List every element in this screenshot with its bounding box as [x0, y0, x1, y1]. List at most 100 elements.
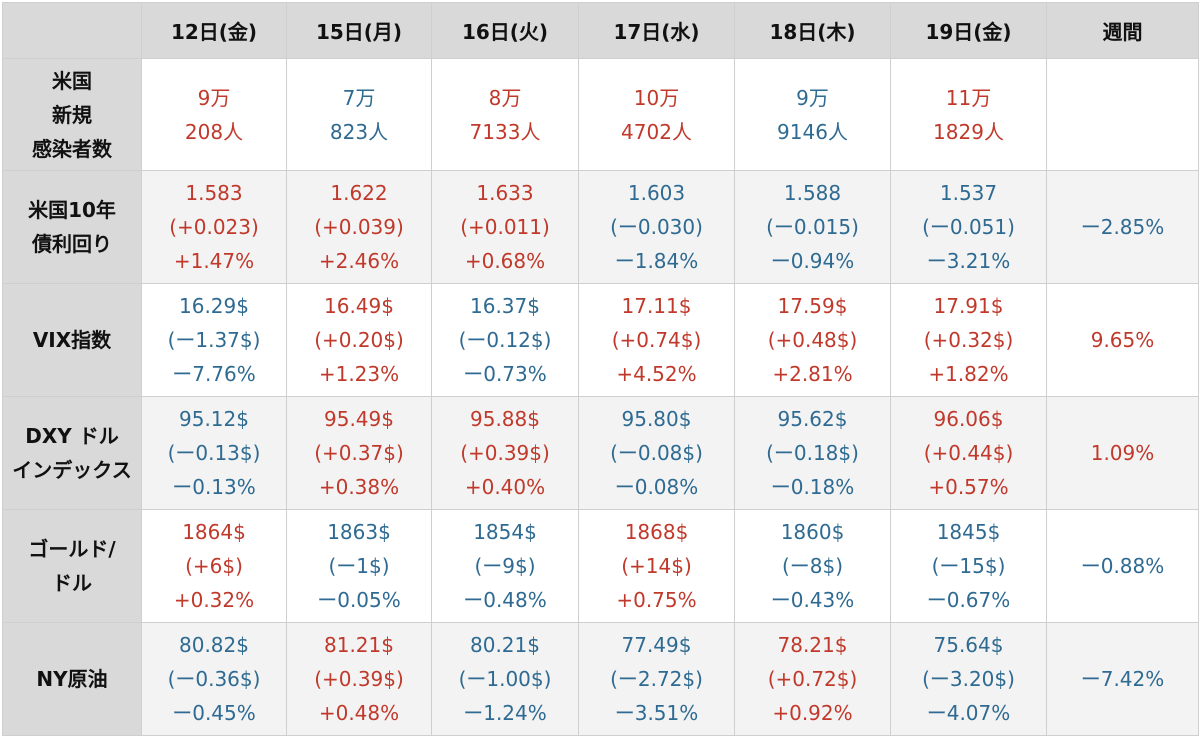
value-cell: 95.12$ (ー0.13$) ー0.13% [141, 396, 287, 510]
value-line: (ー2.72$) [610, 667, 703, 691]
row-label-line: DXY ドル [25, 424, 119, 448]
value-line: +1.47% [173, 249, 255, 273]
value-cell: 77.49$ (ー2.72$) ー3.51% [578, 622, 735, 736]
corner-cell [2, 2, 142, 59]
value-line: ー4.07% [926, 701, 1011, 725]
value-line: 1.588 [783, 181, 842, 205]
value-line: 95.80$ [621, 407, 692, 431]
weekly-change-value: 9.65% [1090, 328, 1155, 352]
value-line: (ー0.030) [610, 215, 703, 239]
row-label-line: インデックス [12, 458, 132, 482]
value-line: 1.537 [939, 181, 998, 205]
value-line: (ー0.18$) [766, 441, 859, 465]
value-line: 1845$ [936, 520, 1001, 544]
column-header: 17日(水) [578, 2, 735, 59]
value-line: 1864$ [182, 520, 246, 544]
row-label-line: VIX指数 [32, 328, 112, 352]
column-header: 15日(月) [286, 2, 432, 59]
weekly-change-cell: 1.09% [1046, 396, 1199, 510]
value-line: +0.38% [318, 475, 400, 499]
value-cell: 16.37$ (ー0.12$) ー0.73% [431, 283, 579, 397]
value-line: 823人 [329, 119, 389, 144]
value-line: ー0.43% [770, 588, 855, 612]
row-label: ゴールド/ドル [2, 509, 142, 623]
value-cell: 1863$ (ー1$) ー0.05% [286, 509, 432, 623]
value-line: 95.88$ [470, 407, 540, 431]
value-line: 9146人 [777, 119, 848, 144]
table-row: NY原油 80.82$ (ー0.36$) ー0.45% 81.21$ (+0.39$) +0… [2, 622, 1199, 736]
value-line: 9万 [197, 85, 231, 110]
value-cell: 1860$ (ー8$) ー0.43% [734, 509, 891, 623]
value-line: +0.48% [318, 701, 400, 725]
value-cell: 1.622 (+0.039) +2.46% [286, 170, 432, 284]
value-line: (+0.039) [314, 215, 404, 239]
value-line: 10万 [633, 85, 680, 110]
value-line: 80.21$ [470, 633, 540, 657]
weekly-change-value: 1.09% [1090, 441, 1155, 465]
value-line: ー0.73% [463, 362, 547, 386]
row-label-line: ゴールド/ [28, 537, 116, 561]
row-label: 米国 新規 感染者数 [2, 58, 142, 171]
value-cell: 10万 4702人 [578, 58, 735, 171]
value-cell: 95.62$ (ー0.18$) ー0.18% [734, 396, 891, 510]
row-label-line: ドル [52, 571, 92, 595]
value-line: +2.46% [318, 249, 400, 273]
value-line: ー0.08% [614, 475, 699, 499]
value-line: 16.37$ [470, 294, 540, 318]
value-line: (+6$) [185, 554, 243, 578]
value-line: 1.633 [476, 181, 534, 205]
value-line: 16.29$ [179, 294, 249, 318]
header-row: 12日(金) 15日(月) 16日(火) 17日(水) 18日(木) 19日(金… [2, 2, 1199, 59]
row-label: DXY ドル インデックス [2, 396, 142, 510]
value-line: 17.11$ [621, 294, 692, 318]
value-line: 9万 [796, 85, 829, 110]
value-cell: 16.49$ (+0.20$) +1.23% [286, 283, 432, 397]
value-line: 8万 [488, 85, 522, 110]
value-line: (+0.44$) [923, 441, 1014, 465]
value-line: 77.49$ [621, 633, 692, 657]
value-line: 95.12$ [179, 407, 249, 431]
value-line: 4702人 [621, 119, 692, 144]
value-line: 96.06$ [933, 407, 1004, 431]
value-cell: 9万 208人 [141, 58, 287, 171]
table-row: 米国 新規 感染者数 9万 208人 7万 823人 8万 7133人 10万 4702人 9万 914… [2, 58, 1199, 171]
column-header: 12日(金) [141, 2, 287, 59]
value-cell: 9万 9146人 [734, 58, 891, 171]
value-cell: 96.06$ (+0.44$) +0.57% [890, 396, 1047, 510]
value-line: (+0.72$) [767, 667, 858, 691]
value-line: 1860$ [780, 520, 845, 544]
value-line: (ー0.12$) [458, 328, 552, 352]
row-label: NY原油 [2, 622, 142, 736]
row-label-line: 債利回り [32, 232, 112, 256]
weekly-change-cell [1046, 58, 1199, 171]
value-line: 1.603 [627, 181, 686, 205]
row-label-line: 感染者数 [32, 136, 112, 161]
value-line: +4.52% [616, 362, 697, 386]
value-line: (+0.48$) [767, 328, 858, 352]
value-cell: 1.583 (+0.023) +1.47% [141, 170, 287, 284]
value-line: (+0.74$) [611, 328, 702, 352]
value-line: (+0.37$) [314, 441, 404, 465]
value-cell: 1.603 (ー0.030) ー1.84% [578, 170, 735, 284]
value-line: +0.92% [772, 701, 853, 725]
value-line: (ー8$) [781, 554, 844, 578]
weekly-change-value: ー2.85% [1080, 215, 1165, 239]
value-line: ー0.67% [926, 588, 1011, 612]
value-line: (+0.20$) [314, 328, 404, 352]
value-cell: 7万 823人 [286, 58, 432, 171]
value-line: 80.82$ [179, 633, 249, 657]
value-cell: 81.21$ (+0.39$) +0.48% [286, 622, 432, 736]
value-line: (ー0.36$) [167, 667, 261, 691]
value-line: +1.23% [318, 362, 400, 386]
row-label-line: 新規 [52, 102, 92, 127]
weekly-change-cell: ー0.88% [1046, 509, 1199, 623]
value-line: 1.583 [185, 181, 243, 205]
value-line: (ー1.00$) [458, 667, 552, 691]
value-line: 11万 [945, 85, 992, 110]
value-line: ー3.21% [926, 249, 1011, 273]
value-line: (+0.39$) [314, 667, 404, 691]
value-cell: 80.82$ (ー0.36$) ー0.45% [141, 622, 287, 736]
value-line: 1854$ [473, 520, 537, 544]
value-cell: 1868$ (+14$) +0.75% [578, 509, 735, 623]
value-line: 95.49$ [324, 407, 394, 431]
